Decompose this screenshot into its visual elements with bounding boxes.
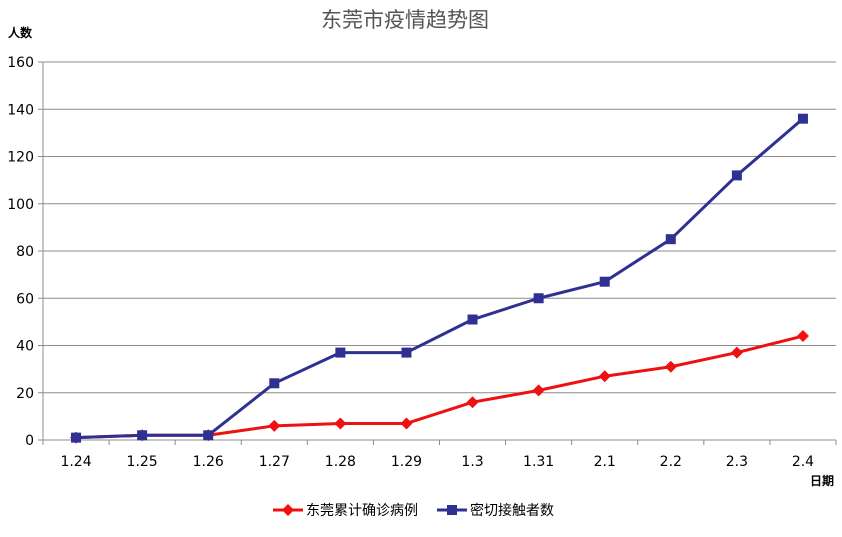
series-2 <box>71 113 808 443</box>
x-tick-label: 2.2 <box>660 454 682 470</box>
x-tick-label: 2.3 <box>726 454 748 470</box>
data-point <box>665 234 676 245</box>
y-axis-ticks: 0 20 40 60 80 100 120 140 160 <box>7 55 43 449</box>
data-point <box>730 346 743 359</box>
y-tick-label: 0 <box>25 433 34 449</box>
data-point <box>797 113 808 124</box>
chart-title: 东莞市疫情趋势图 <box>321 8 489 32</box>
gridlines <box>43 61 836 394</box>
y-tick-label: 140 <box>7 102 34 118</box>
data-point <box>137 430 148 441</box>
x-tick-label: 2.4 <box>792 454 814 470</box>
y-tick-label: 60 <box>16 291 34 307</box>
x-tick-label: 1.25 <box>127 454 158 470</box>
x-tick-label: 1.29 <box>391 454 422 470</box>
y-axis-label: 人数 <box>8 25 33 40</box>
y-tick-label: 40 <box>16 339 34 355</box>
x-tick-label: 1.26 <box>193 454 224 470</box>
series-group <box>70 113 809 444</box>
data-point <box>533 293 544 304</box>
legend-item: 东莞累计确诊病例 <box>273 503 418 519</box>
data-point <box>598 370 611 383</box>
data-point <box>71 432 82 443</box>
x-tick-label: 2.1 <box>594 454 616 470</box>
data-point <box>335 347 346 358</box>
y-tick-label: 80 <box>16 244 34 260</box>
data-point <box>466 396 479 409</box>
data-point <box>401 347 412 358</box>
y-tick-label: 100 <box>7 197 34 213</box>
x-tick-label: 1.31 <box>523 454 554 470</box>
data-point <box>532 384 545 397</box>
data-point <box>203 430 214 441</box>
series-1 <box>70 330 809 444</box>
x-axis-label: 日期 <box>810 473 834 488</box>
legend-item: 密切接触者数 <box>437 502 554 519</box>
data-point <box>664 360 677 373</box>
data-point <box>400 417 413 430</box>
data-point <box>269 378 280 389</box>
legend-marker <box>282 504 294 516</box>
x-tick-label: 1.28 <box>325 454 356 470</box>
legend-label: 东莞累计确诊病例 <box>306 503 418 519</box>
x-tick-label: 1.3 <box>461 454 483 470</box>
data-point <box>731 170 742 181</box>
legend-label: 密切接触者数 <box>470 502 554 519</box>
series-line <box>75 334 804 440</box>
y-tick-label: 20 <box>16 386 34 402</box>
data-point <box>467 314 478 325</box>
x-tick-label: 1.24 <box>60 454 91 470</box>
legend: 东莞累计确诊病例 密切接触者数 <box>273 502 554 519</box>
y-tick-label: 120 <box>7 150 34 166</box>
x-axis-ticks: 1.24 1.25 1.26 1.27 1.28 1.29 1.3 1.31 2.1 2.2 2.3… <box>42 440 837 470</box>
series-line <box>75 117 804 440</box>
y-tick-label: 160 <box>7 55 34 71</box>
x-tick-label: 1.27 <box>259 454 290 470</box>
data-point <box>268 419 281 432</box>
data-point <box>796 330 809 343</box>
data-point <box>334 417 347 430</box>
legend-marker <box>447 505 457 515</box>
data-point <box>599 276 610 287</box>
